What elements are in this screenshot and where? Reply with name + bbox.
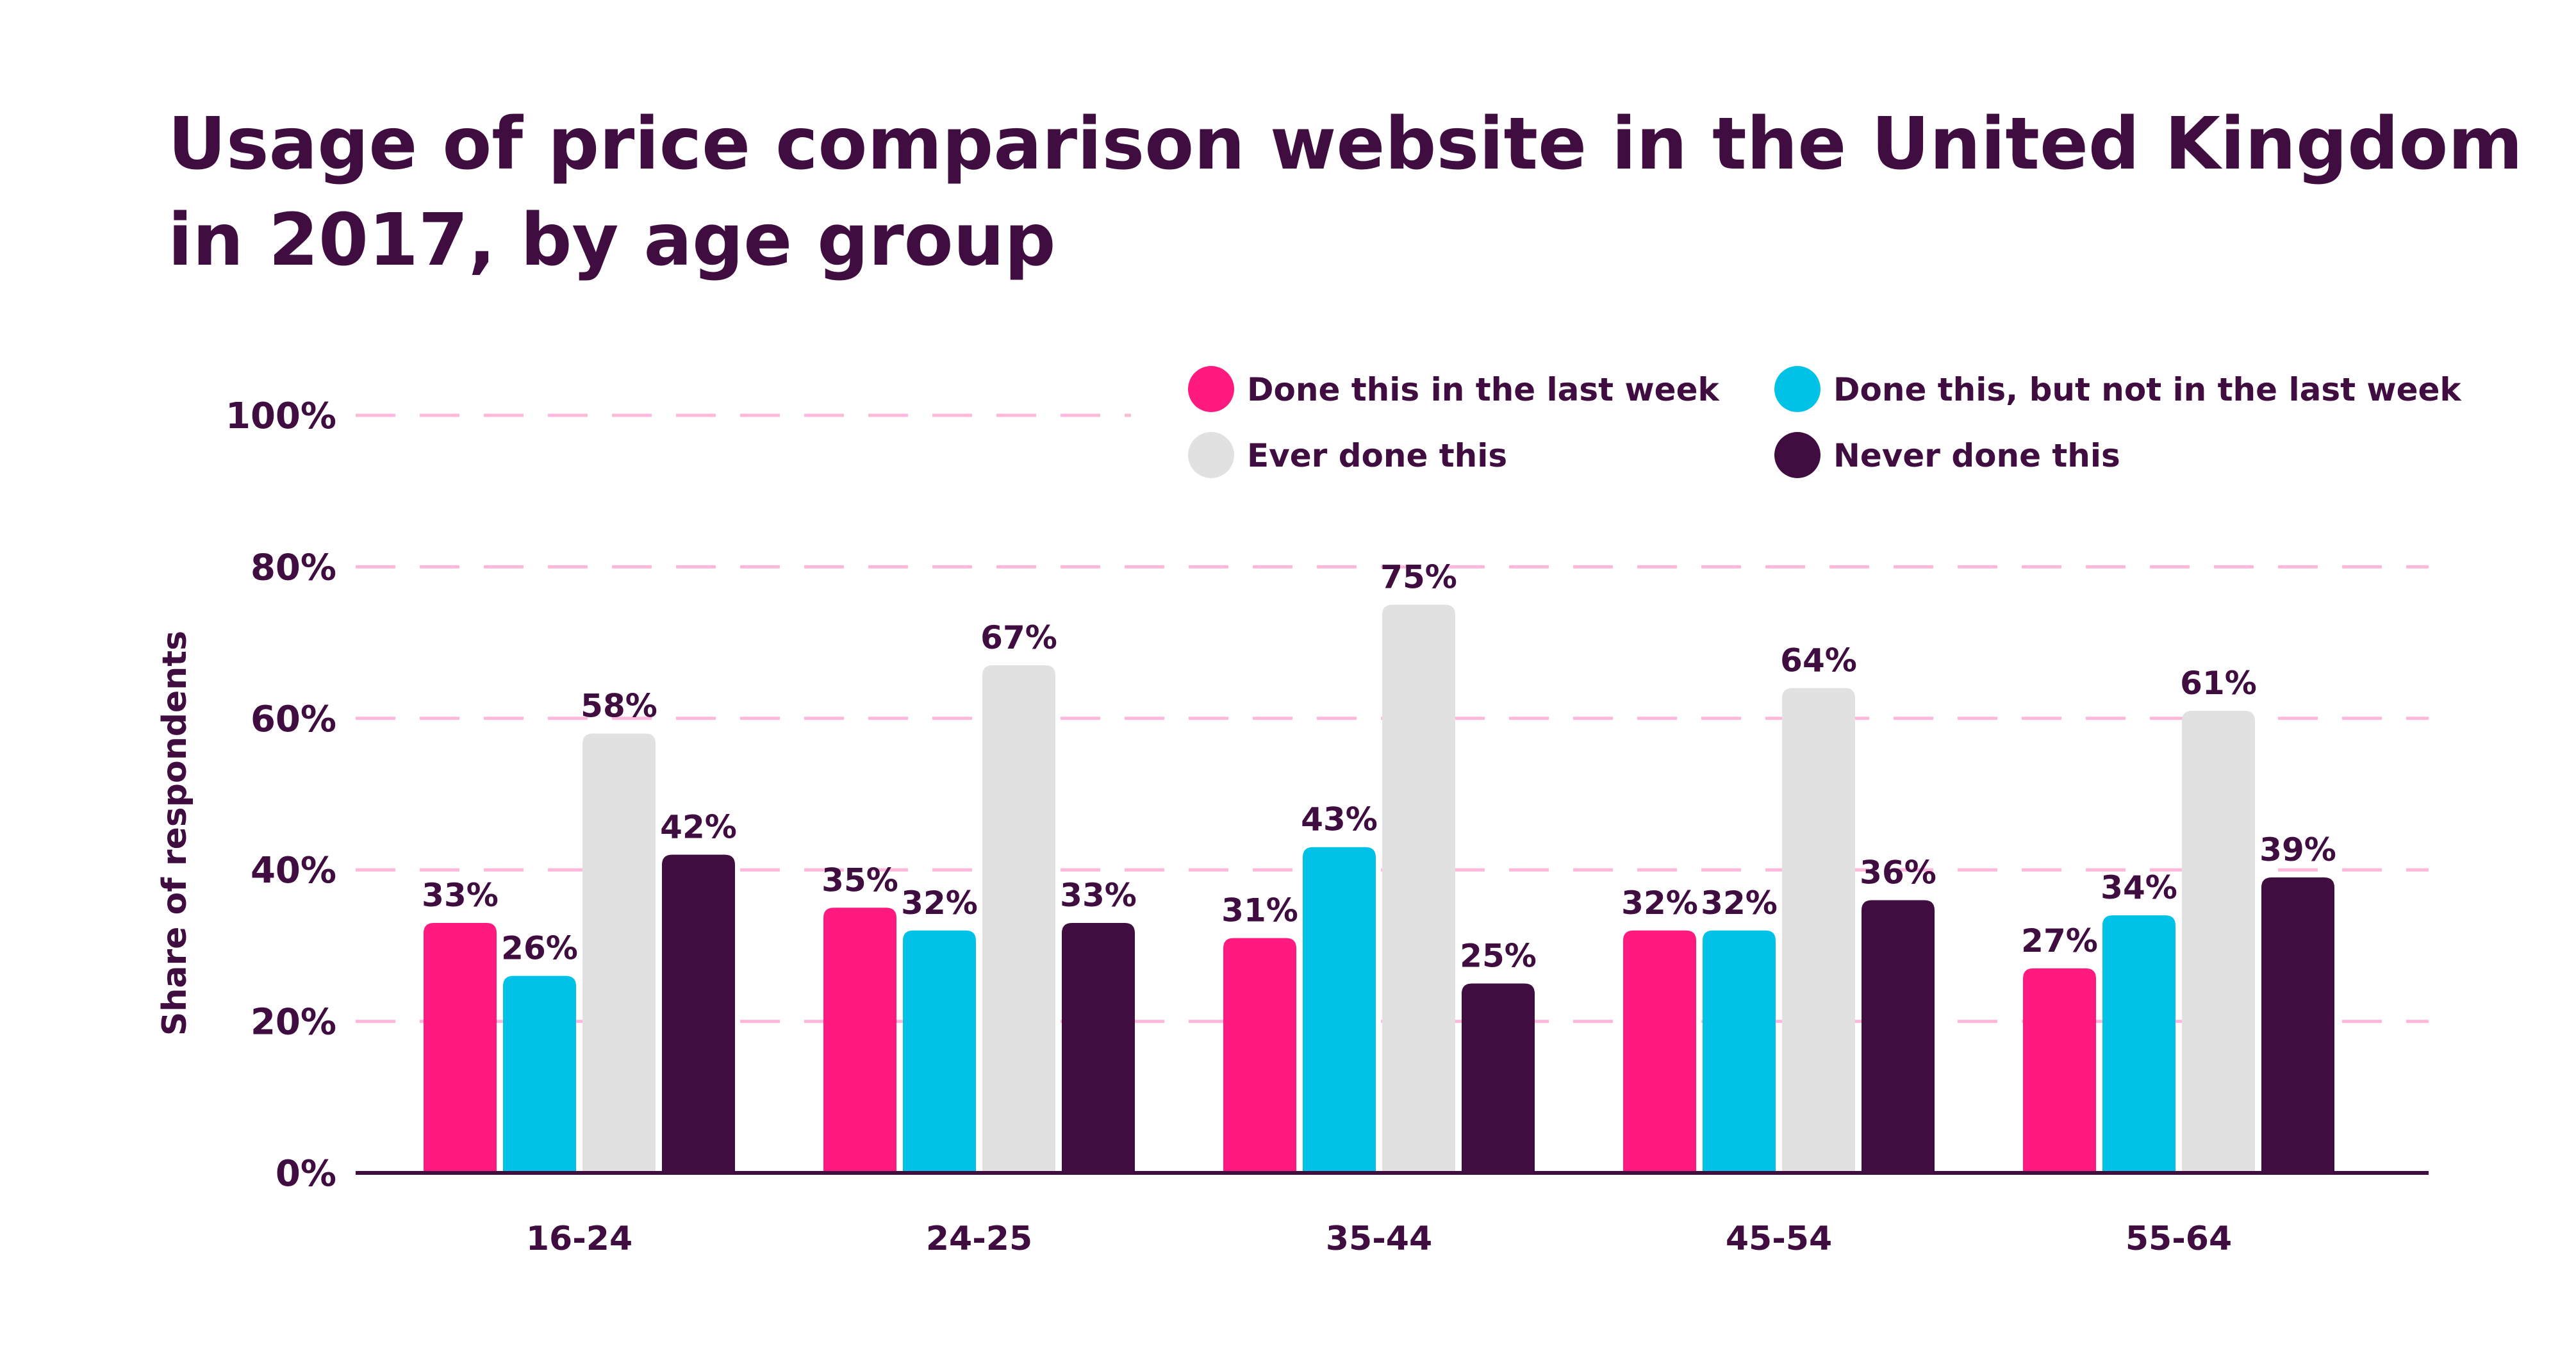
bar — [424, 922, 497, 1173]
bar — [823, 908, 896, 1173]
bar — [1462, 983, 1535, 1173]
bar — [903, 930, 976, 1173]
y-axis-label: Share of respondents — [156, 631, 194, 1036]
data-label: 64% — [1780, 642, 1857, 679]
x-tick-label: 35-44 — [1326, 1220, 1432, 1258]
y-tick-label: 20% — [251, 1002, 336, 1043]
bar — [1223, 938, 1296, 1173]
y-tick-label: 0% — [276, 1153, 336, 1195]
data-label: 67% — [980, 619, 1057, 656]
bar — [982, 665, 1055, 1173]
data-label: 25% — [1460, 938, 1537, 975]
data-label: 34% — [2101, 869, 2177, 906]
data-label: 36% — [1860, 854, 1936, 891]
data-label: 32% — [1701, 884, 1778, 922]
data-label: 26% — [501, 930, 578, 967]
data-label: 35% — [822, 861, 898, 899]
bar — [2182, 710, 2255, 1173]
data-label: 32% — [901, 884, 978, 922]
legend-swatch — [1188, 366, 1234, 412]
data-label: 33% — [1060, 877, 1137, 914]
data-label: 58% — [581, 687, 657, 724]
y-tick-label: 80% — [251, 547, 336, 588]
data-label: 27% — [2021, 922, 2098, 959]
legend-label: Never done this — [1833, 437, 2120, 474]
data-label: 61% — [2180, 665, 2257, 702]
data-label: 33% — [422, 877, 499, 914]
bar — [2023, 968, 2096, 1173]
y-tick-label: 100% — [226, 395, 336, 437]
bar — [662, 854, 735, 1173]
data-label: 39% — [2259, 831, 2336, 868]
x-axis-ticks: 16-24 24-25 35-44 45-54 55-64 — [526, 1220, 2232, 1258]
legend-swatch — [1188, 432, 1234, 478]
legend-label: Done this in the last week — [1247, 371, 1720, 408]
chart-title-line-1: Usage of price comparison website in the… — [168, 103, 2523, 186]
bar — [582, 733, 656, 1173]
bar — [1623, 930, 1696, 1173]
legend-swatch — [1774, 366, 1821, 412]
x-tick-label: 16-24 — [526, 1220, 632, 1258]
legend: Done this in the last week Done this, but… — [1188, 366, 2462, 478]
bar — [1062, 922, 1135, 1173]
data-label: 31% — [1221, 892, 1298, 929]
bar — [2102, 915, 2176, 1173]
bar — [503, 975, 576, 1173]
chart-title: Usage of price comparison website in the… — [168, 96, 2539, 288]
data-label: 43% — [1301, 801, 1378, 838]
bars: 33%26%58%42%35%32%67%33% 31%43%75%25%32% 3… — [422, 559, 2336, 1173]
data-label: 75% — [1380, 559, 1457, 596]
bar — [1303, 847, 1376, 1173]
legend-label: Done this, but not in the last week — [1833, 371, 2462, 408]
legend-swatch — [1774, 432, 1821, 478]
legend-label: Ever done this — [1247, 437, 1507, 474]
bar — [1382, 604, 1455, 1173]
y-tick-label: 60% — [251, 699, 336, 740]
x-tick-label: 24-25 — [926, 1220, 1032, 1258]
y-axis-ticks: 0% 20% 40% 60% 80% 100% — [226, 395, 336, 1195]
bar — [1703, 930, 1776, 1173]
x-tick-label: 55-64 — [2126, 1220, 2232, 1258]
bar — [1862, 900, 1935, 1173]
x-tick-label: 45-54 — [1726, 1220, 1832, 1258]
data-label: 42% — [660, 809, 737, 846]
bar — [1782, 688, 1855, 1173]
bar — [2261, 877, 2334, 1173]
chart-title-line-2: in 2017, by age group — [168, 199, 1056, 282]
data-label: 32% — [1621, 884, 1698, 922]
y-tick-label: 40% — [251, 850, 336, 892]
